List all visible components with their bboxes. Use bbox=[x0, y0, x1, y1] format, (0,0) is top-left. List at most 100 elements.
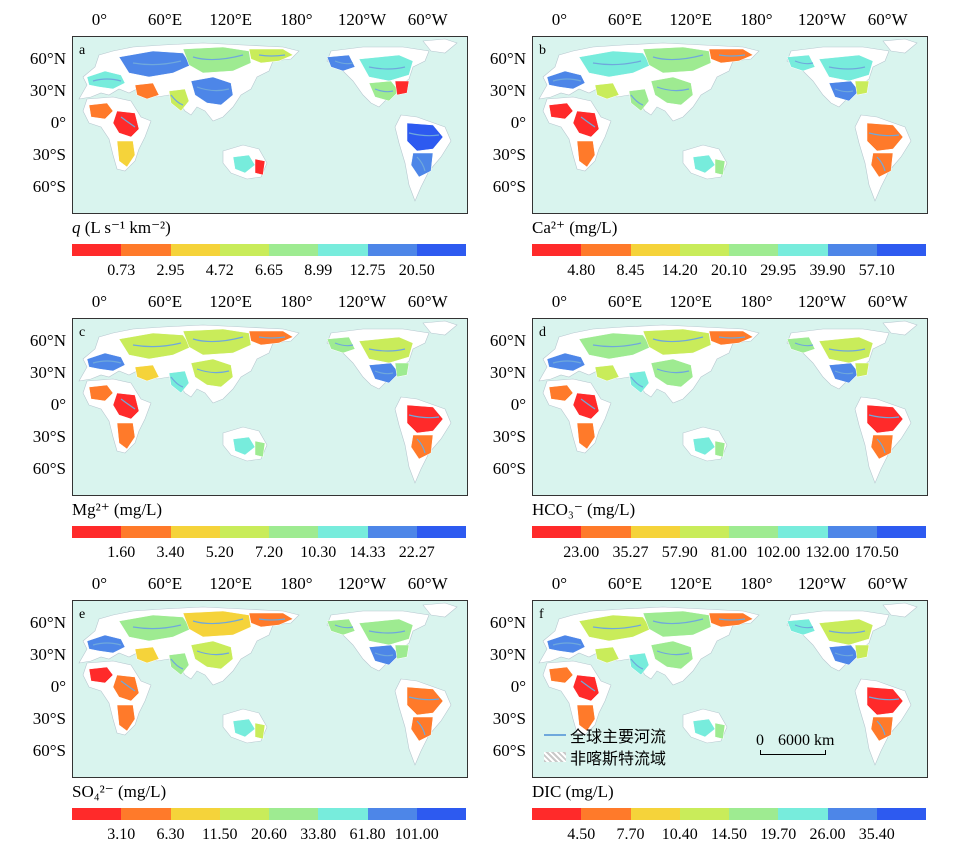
color-bar-segment bbox=[630, 526, 680, 538]
color-bar-segment bbox=[630, 808, 680, 820]
river-line bbox=[630, 94, 644, 106]
river-line bbox=[794, 624, 814, 629]
panel-label: d bbox=[539, 325, 546, 340]
lon-label: 180° bbox=[740, 574, 773, 593]
panel-label: a bbox=[79, 43, 86, 58]
basin-australia bbox=[232, 436, 256, 456]
river-line bbox=[132, 624, 182, 630]
map-frame: f bbox=[532, 600, 928, 778]
river-line bbox=[580, 116, 596, 128]
lon-label: 0° bbox=[551, 10, 568, 29]
color-bar-segment bbox=[679, 526, 729, 538]
lat-label: 60°N bbox=[29, 331, 66, 351]
river-line bbox=[718, 336, 746, 339]
basin-parana bbox=[410, 152, 434, 178]
tick-label: 3.10 bbox=[107, 826, 136, 843]
lat-label: 60°S bbox=[492, 459, 526, 479]
basin-useast bbox=[394, 362, 410, 378]
tick-label: 6.30 bbox=[156, 826, 185, 843]
lon-label: 60°E bbox=[147, 292, 183, 311]
lat-label: 60°S bbox=[492, 741, 526, 761]
river-line bbox=[192, 54, 244, 61]
river-line bbox=[828, 348, 866, 352]
basin-safrica bbox=[576, 422, 596, 450]
lat-label: 60°N bbox=[489, 331, 526, 351]
river-line bbox=[374, 370, 394, 375]
color-bar-segment bbox=[219, 526, 269, 538]
basin-amazon bbox=[406, 122, 444, 152]
lat-label: 60°N bbox=[489, 49, 526, 69]
lat-label: 60°S bbox=[32, 741, 66, 761]
color-bar-segment bbox=[876, 244, 926, 256]
lat-label: 30°N bbox=[489, 645, 526, 665]
tick-label: 7.70 bbox=[616, 826, 645, 843]
basin-useast bbox=[394, 644, 410, 660]
river-line bbox=[416, 438, 426, 454]
basin-ecaustralia bbox=[714, 440, 726, 458]
scale-line bbox=[760, 750, 826, 755]
river-line bbox=[120, 116, 136, 128]
color-bar-segment bbox=[416, 808, 466, 820]
lon-label: 180° bbox=[280, 574, 313, 593]
river-line bbox=[552, 78, 582, 82]
basin-mideast bbox=[134, 646, 160, 664]
river-line bbox=[656, 86, 690, 92]
color-bar-segment bbox=[532, 526, 582, 538]
river-line bbox=[408, 132, 440, 137]
river-line bbox=[828, 630, 866, 634]
basin-safrica bbox=[116, 140, 136, 168]
basin-cafrica bbox=[112, 392, 140, 420]
river-line bbox=[196, 86, 230, 92]
basin-mideast bbox=[134, 82, 160, 100]
lon-label: 60°E bbox=[147, 574, 183, 593]
lat-label: 0° bbox=[50, 113, 66, 133]
basin-cafrica bbox=[572, 674, 600, 702]
tick-label: 14.50 bbox=[711, 826, 747, 843]
basin-canada bbox=[818, 336, 874, 364]
lat-label: 60°N bbox=[29, 49, 66, 69]
land-greenland bbox=[422, 38, 458, 54]
panel-c: 0° 60°E 120°E 180° 120°W 60°W 60°N 30°N 0° 30°S 60… bbox=[0, 282, 468, 564]
basin-parana bbox=[410, 434, 434, 460]
tick-label: 61.80 bbox=[349, 826, 386, 843]
tick-label: 4.80 bbox=[567, 262, 596, 279]
lon-label: 120°E bbox=[669, 10, 713, 29]
nonkarst-swatch bbox=[544, 752, 566, 762]
variable-title: HCO₃⁻ (mg/L) bbox=[532, 500, 636, 519]
basin-useast bbox=[394, 80, 410, 96]
basin-ecaustralia bbox=[714, 722, 726, 740]
basin-useast bbox=[854, 644, 870, 660]
river-line bbox=[652, 54, 704, 61]
basin-parana bbox=[870, 434, 894, 460]
basin-parana bbox=[870, 716, 894, 742]
basin-cafrica bbox=[112, 110, 140, 138]
river-line bbox=[132, 342, 182, 348]
tick-label: 11.50 bbox=[202, 826, 238, 843]
basin-cafrica bbox=[572, 110, 600, 138]
basin-europe bbox=[546, 70, 586, 90]
color-bar-segment bbox=[827, 808, 877, 820]
river-line bbox=[652, 336, 704, 343]
color-bar-segment bbox=[581, 808, 631, 820]
variable-title: Ca²⁺ (mg/L) bbox=[532, 218, 618, 237]
color-bar-segment bbox=[532, 244, 582, 256]
color-bar-segment bbox=[219, 808, 269, 820]
river-line bbox=[258, 618, 286, 621]
color-bar-segment bbox=[318, 526, 368, 538]
color-bar-segment bbox=[72, 526, 122, 538]
color-bar-segment bbox=[367, 526, 417, 538]
lon-label: 180° bbox=[280, 292, 313, 311]
tick-label: 7.20 bbox=[255, 544, 283, 561]
lat-label: 30°N bbox=[489, 363, 526, 383]
color-bar bbox=[532, 526, 926, 538]
river-line bbox=[334, 60, 354, 65]
color-bar-ticks: 1.60 3.40 5.20 7.20 10.30 14.33 22.27 bbox=[72, 544, 466, 562]
river-line bbox=[92, 360, 122, 364]
lon-label: 60°E bbox=[607, 292, 643, 311]
lon-label: 60°W bbox=[407, 292, 448, 311]
river-line bbox=[408, 414, 440, 419]
river-line bbox=[718, 54, 746, 57]
tick-label: 20.60 bbox=[251, 826, 287, 843]
lat-label: 0° bbox=[510, 677, 526, 697]
lat-label: 60°N bbox=[29, 613, 66, 633]
